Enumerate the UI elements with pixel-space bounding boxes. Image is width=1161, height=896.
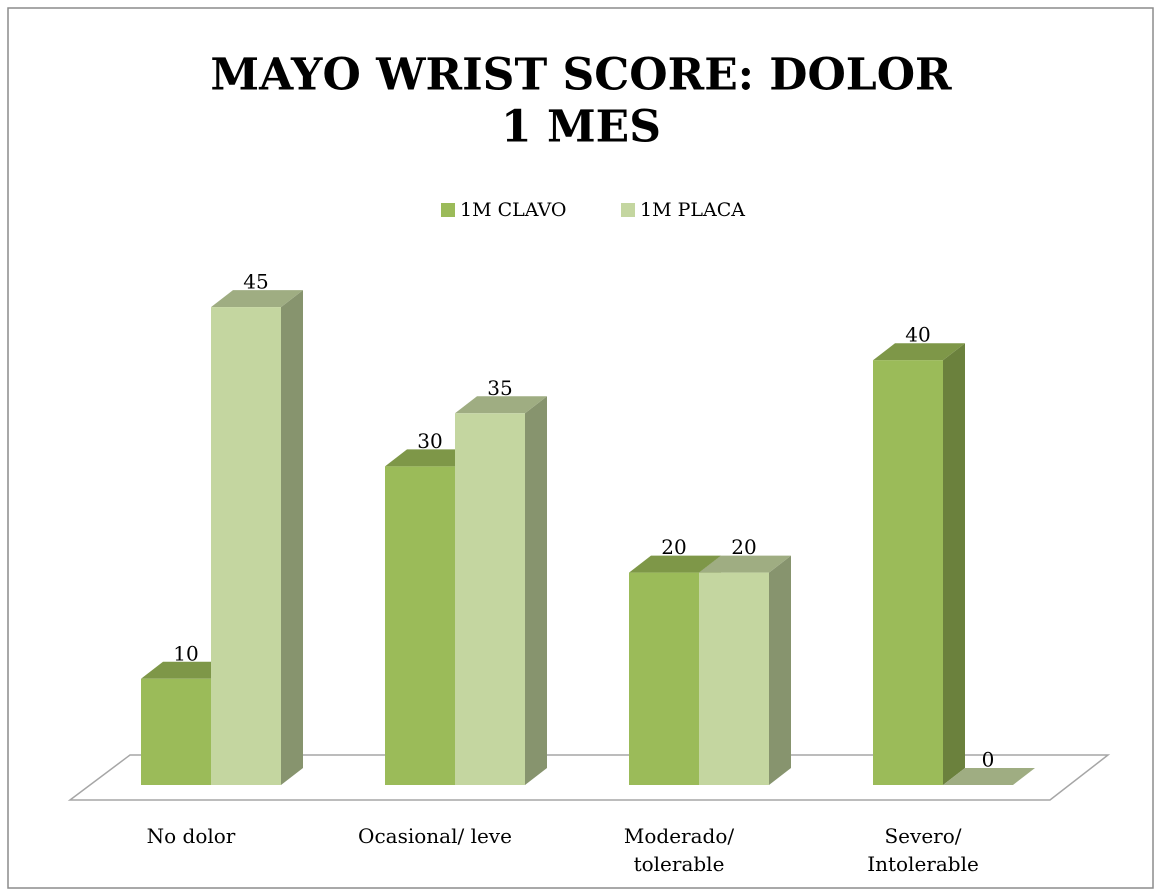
bar-side: [943, 343, 965, 785]
bar-top: [699, 555, 791, 573]
bar-front: [455, 413, 525, 785]
bar: [873, 343, 965, 785]
bar-top: [629, 555, 721, 573]
floor: [67, 754, 1111, 801]
bar-side: [769, 555, 791, 785]
bar: [211, 290, 303, 785]
data-label: 10: [173, 641, 198, 665]
bar-top: [141, 661, 233, 679]
bar-front: [141, 678, 211, 785]
legend-swatch: [441, 203, 455, 217]
bar-side: [281, 290, 303, 785]
x-tick-label: Ocasional/ leve: [358, 824, 512, 848]
chart-title: 1 MES: [501, 102, 661, 153]
bar: [455, 396, 547, 785]
data-label: 40: [905, 323, 930, 347]
bar-front: [629, 572, 699, 785]
bar-top: [455, 396, 547, 414]
chart-title: MAYO WRIST SCORE: DOLOR: [210, 50, 952, 101]
legend-swatch: [621, 203, 635, 217]
bar-top: [211, 290, 303, 308]
data-label: 30: [417, 429, 442, 453]
bar: [699, 555, 791, 785]
bar-top: [873, 343, 965, 361]
bar-front: [699, 572, 769, 785]
legend-label: 1M PLACA: [640, 199, 745, 221]
data-label: 0: [982, 748, 995, 772]
data-label: 20: [661, 535, 686, 559]
x-tick-label: Severo/ Intolerable: [867, 824, 979, 876]
x-tick-label: Moderado/ tolerable: [623, 824, 735, 876]
data-label: 20: [731, 535, 756, 559]
bar-front: [873, 360, 943, 785]
data-label: 45: [243, 270, 268, 294]
x-tick-label: No dolor: [146, 824, 236, 848]
bar-top: [943, 768, 1035, 785]
legend-label: 1M CLAVO: [460, 199, 566, 221]
bar-side: [525, 396, 547, 785]
bar: [943, 768, 1035, 785]
bar-front: [385, 466, 455, 785]
data-label: 35: [487, 376, 512, 400]
bar-front: [211, 307, 281, 785]
bar-top: [385, 449, 477, 467]
